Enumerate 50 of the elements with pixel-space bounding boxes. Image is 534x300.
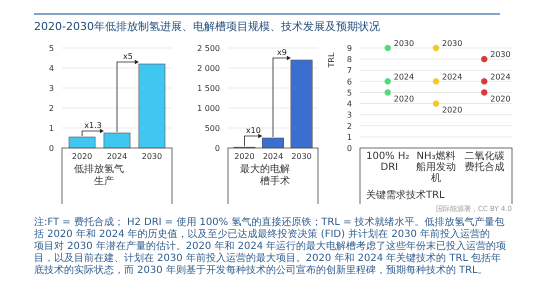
- category-label: 2024: [490, 72, 511, 82]
- category-label: 2030: [490, 50, 511, 60]
- x-tick-label: 2020: [72, 152, 92, 161]
- x-tick-label: 2024: [262, 152, 284, 161]
- category-label: 2024: [442, 72, 462, 82]
- annotation: x9: [277, 48, 287, 57]
- category-label: 2020: [490, 94, 511, 104]
- x-tick-label: NH₃燃料船用发动机: [416, 150, 456, 184]
- y-tick-label: 1: [48, 124, 54, 133]
- y-tick-label: 500: [204, 124, 220, 133]
- y-tick-label: 2: [346, 122, 352, 131]
- x-axis-title: 低排放氢气生产: [74, 163, 124, 187]
- x-tick-label: 2030: [291, 152, 312, 161]
- text: 2020-2030年低排放制氢进展、电解槽项目规模、技术发展及预期状况: [34, 20, 380, 33]
- y-tick-label: 3: [346, 110, 352, 120]
- y-tick-label: 0: [214, 144, 220, 153]
- y-tick-label: 7: [346, 66, 352, 76]
- y-tick-label: 0: [346, 144, 352, 153]
- x-tick-label: 2020: [234, 152, 255, 161]
- annotation: x1.3: [84, 121, 102, 130]
- y-tick-label: 2 500: [197, 44, 220, 53]
- y-tick-label: 4: [346, 100, 352, 109]
- text: 注:FT = 费托合成； H2 DRI = 使用 100% 氢气的直接还原铁；TRL = 技术就绪水平。低排放氢气产量包括 2020 年和 2024 年的历史值，以及至少已达成最终投资决策 (FID) 并计划在 2030 年前投入运营的项目对 2030 年潜在产量的估计。2020 年和 2024 年运行的最大电解槽考虑了这些年份末已投入运营的项目，以及目前在建、计划在 2030 年前投入运营的最大项目。2020 年和 2024 年关键技术的 TRL 包括年底技术的实际状态，而 2030 年则基于开发每种技术的公司宣布的创新里程碑，预期每种技术的 TRL。: [34, 216, 506, 276]
- y-tick-label: 1 000: [197, 104, 220, 113]
- y-tick-label: 2: [48, 104, 54, 113]
- category-label: 2020: [442, 106, 462, 115]
- y-tick-label: 9: [346, 44, 352, 53]
- series-label: 2024: [394, 72, 414, 82]
- x-axis-title: 关键需求技术TRL: [366, 189, 446, 201]
- x-tick-label: 2024: [106, 152, 128, 161]
- series-label: 2030: [394, 39, 414, 48]
- y-tick-label: 1: [346, 132, 352, 142]
- x-tick-label: 二氧化碳费托合成: [464, 150, 504, 173]
- y-tick-label: 8: [346, 55, 352, 64]
- series-label: 2020: [394, 94, 414, 104]
- y-tick-label: 4: [48, 64, 54, 73]
- x-tick-label: 2030: [142, 152, 162, 161]
- y-tick-label: 5: [48, 44, 54, 53]
- annotation: x5: [123, 52, 133, 61]
- y-tick-label: 0: [48, 144, 54, 153]
- annotation: x10: [246, 126, 261, 135]
- category-label: 2030: [442, 39, 462, 48]
- x-tick-label: 100% H₂ DRI: [366, 151, 410, 173]
- y-tick-label: 1 500: [197, 84, 220, 93]
- y-tick-label: 2 000: [197, 64, 220, 73]
- y-tick-label: 3: [48, 84, 54, 93]
- x-axis-title: 最大的电解槽手术: [240, 163, 290, 187]
- y-tick-label: 5: [346, 88, 352, 98]
- y-axis-title: TRL: [327, 52, 336, 68]
- y-tick-label: 6: [346, 77, 352, 86]
